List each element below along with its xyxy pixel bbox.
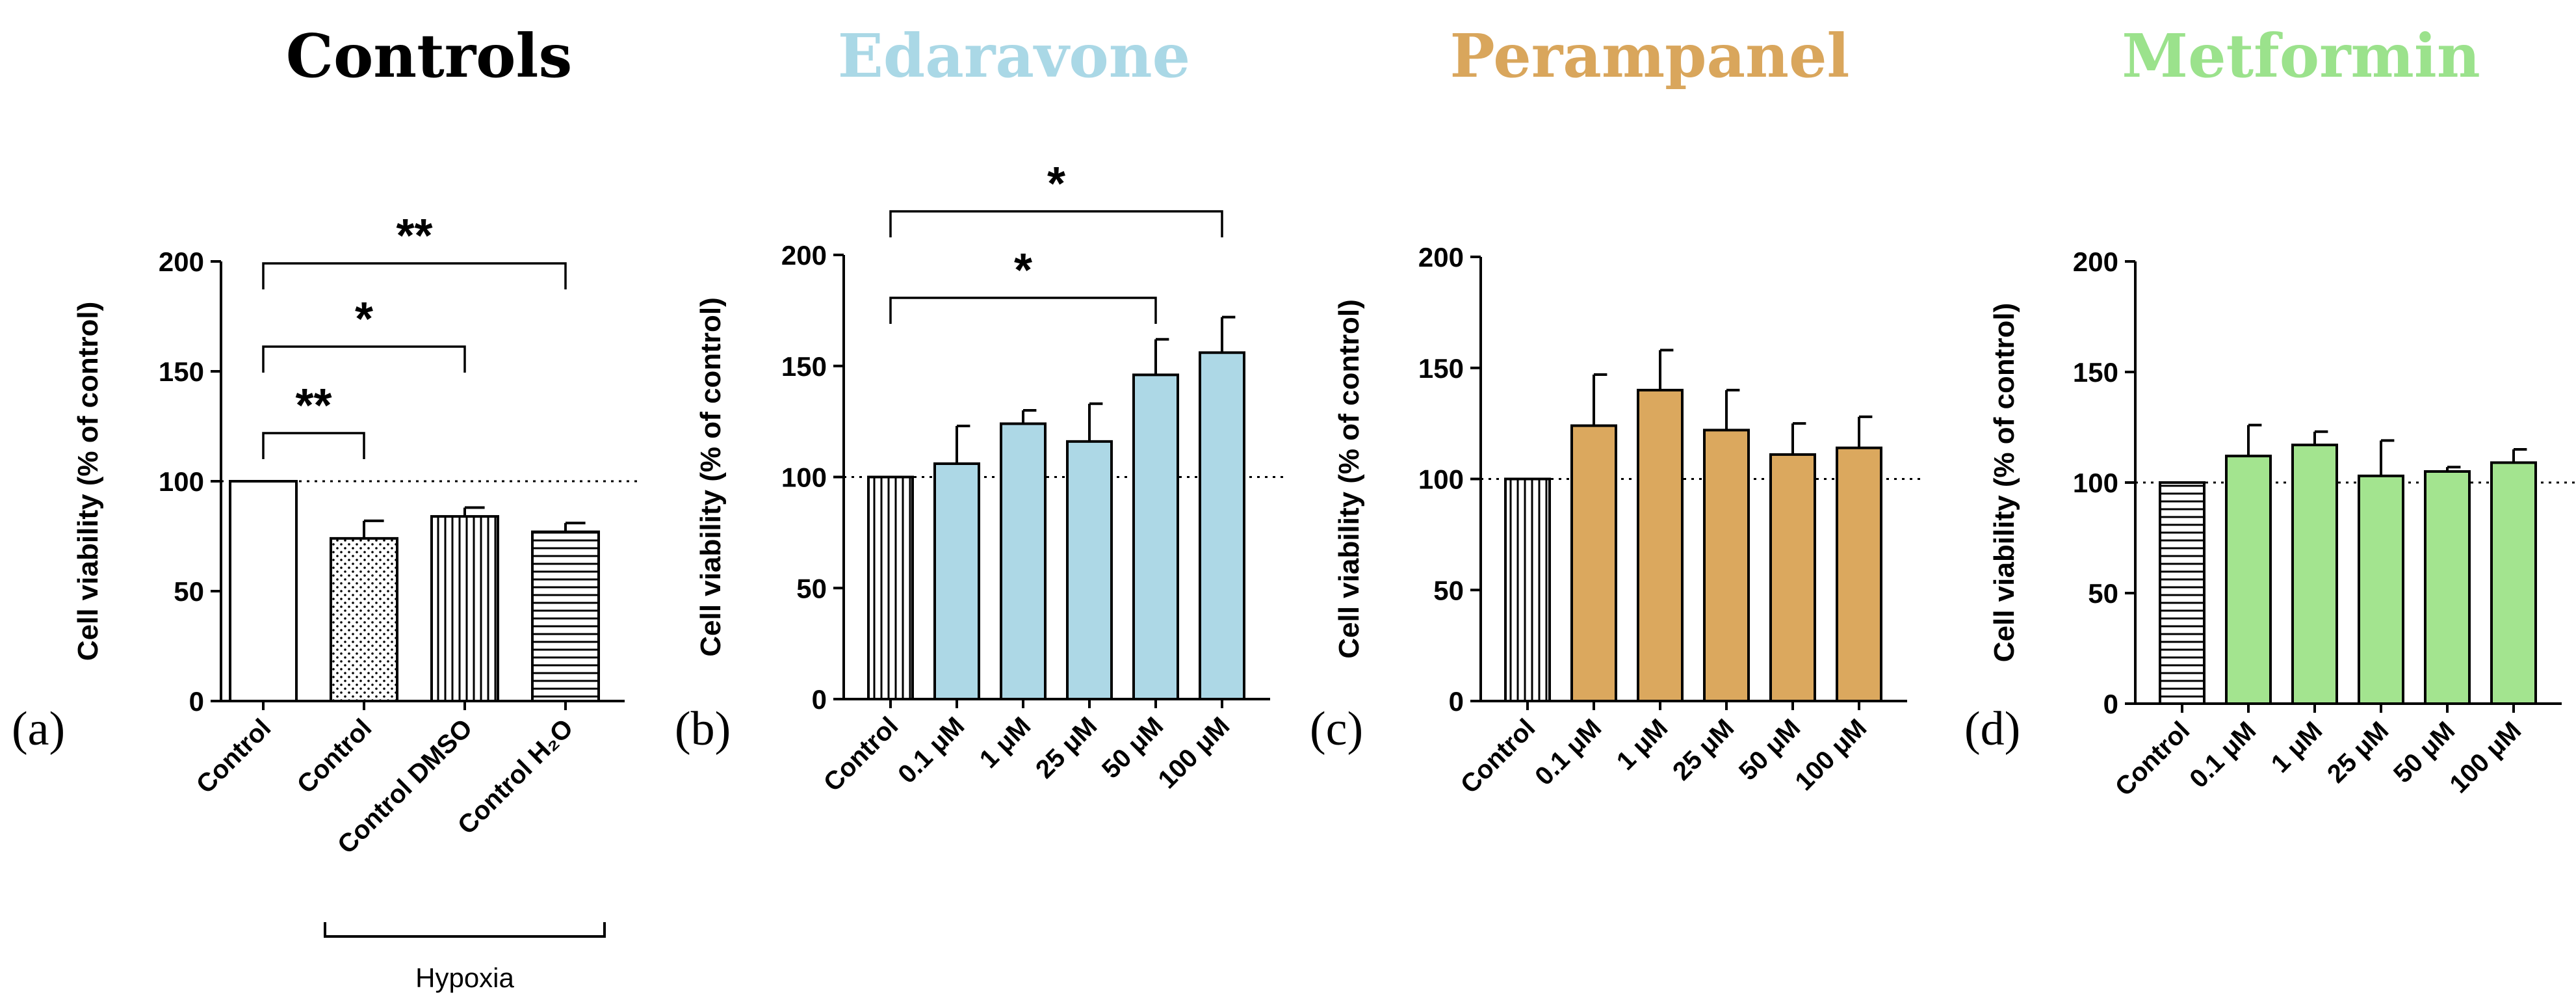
chart-panel-2: Perampanel (c) 0 50 100 150 200 Cell viability … bbox=[1310, 21, 1920, 799]
x-tick-label: 0.1 μM bbox=[1529, 713, 1607, 791]
bar bbox=[2291, 444, 2338, 705]
bar bbox=[1066, 440, 1113, 700]
x-tick-label: Control bbox=[1455, 713, 1541, 799]
x-tick-label: 1 μM bbox=[974, 711, 1037, 774]
panel-letter: (b) bbox=[675, 702, 731, 756]
x-tick-label: 100 μM bbox=[1152, 711, 1235, 794]
bar bbox=[330, 537, 398, 702]
panel-title: Perampanel bbox=[1450, 21, 1850, 91]
significance-bracket bbox=[889, 210, 1223, 237]
significance-bracket bbox=[262, 262, 567, 289]
x-tick-label: 1 μM bbox=[2266, 716, 2328, 778]
significance-label: ** bbox=[396, 210, 432, 262]
significance-bracket bbox=[889, 297, 1157, 324]
x-tick-label: Control bbox=[818, 711, 904, 797]
x-tick-label: 25 μM bbox=[2322, 716, 2394, 788]
y-axis-label: Cell viability (% of control) bbox=[695, 297, 727, 657]
panel-title: Controls bbox=[286, 21, 573, 91]
significance-bracket bbox=[262, 432, 365, 459]
y-tick-label: 200 bbox=[1418, 242, 1464, 272]
x-tick-label: 100 μM bbox=[2444, 716, 2527, 799]
significance-label: ** bbox=[295, 380, 332, 432]
significance-label: * bbox=[355, 293, 373, 345]
panel-letter: (c) bbox=[1310, 702, 1363, 756]
panel-letter: (d) bbox=[1964, 702, 2020, 756]
bar bbox=[1199, 351, 1245, 700]
bar bbox=[430, 515, 499, 703]
y-tick-label: 100 bbox=[781, 462, 827, 493]
y-tick-label: 150 bbox=[2073, 357, 2118, 388]
panel-title: Metformin bbox=[2122, 21, 2480, 91]
x-tick-label: 0.1 μM bbox=[2184, 716, 2261, 793]
x-tick-label: Control bbox=[191, 713, 277, 799]
bar bbox=[2490, 461, 2537, 706]
panel-letter: (a) bbox=[12, 702, 65, 756]
y-tick-label: 150 bbox=[781, 351, 827, 382]
y-tick-label: 50 bbox=[1433, 575, 1464, 605]
y-tick-label: 0 bbox=[812, 684, 827, 715]
bar bbox=[531, 530, 600, 702]
chart-panel-1: Edaravone (b) 0 50 100 150 200 Cell viability (… bbox=[675, 21, 1283, 797]
y-tick-label: 0 bbox=[189, 686, 204, 717]
significance-bracket bbox=[262, 345, 466, 373]
y-tick-label: 150 bbox=[159, 356, 204, 387]
x-tick-label: 25 μM bbox=[1667, 713, 1739, 786]
x-tick-label: 25 μM bbox=[1030, 711, 1102, 784]
y-tick-label: 100 bbox=[159, 466, 204, 497]
chart-panel-3: Metformin (d) 0 50 100 150 200 Cell viability (… bbox=[1964, 21, 2575, 802]
significance-label: * bbox=[1014, 245, 1032, 297]
y-tick-label: 150 bbox=[1418, 353, 1464, 384]
group-label: Hypoxia bbox=[415, 962, 514, 993]
y-tick-label: 50 bbox=[2088, 578, 2118, 609]
y-tick-label: 50 bbox=[174, 576, 204, 607]
y-tick-label: 100 bbox=[2073, 468, 2118, 498]
bar bbox=[1769, 453, 1816, 702]
bar bbox=[1570, 424, 1617, 702]
x-tick-label: 0.1 μM bbox=[892, 711, 970, 789]
bar bbox=[1703, 429, 1750, 702]
significance-label: * bbox=[1047, 158, 1065, 210]
y-axis-label: Cell viability (% of control) bbox=[1333, 299, 1365, 659]
bar bbox=[867, 475, 914, 700]
y-tick-label: 200 bbox=[2073, 246, 2118, 277]
chart-panel-0: Controls (a) 0 50 100 150 200 Cell viability (%… bbox=[12, 21, 638, 993]
y-tick-label: 0 bbox=[1449, 686, 1464, 717]
y-tick-label: 100 bbox=[1418, 464, 1464, 495]
bar bbox=[1836, 446, 1882, 702]
bar bbox=[2225, 455, 2272, 705]
y-axis-label: Cell viability (% of control) bbox=[72, 302, 104, 661]
y-tick-label: 50 bbox=[796, 573, 827, 603]
bar bbox=[2424, 470, 2471, 705]
bar bbox=[1504, 477, 1551, 702]
y-tick-label: 200 bbox=[159, 246, 204, 277]
bar bbox=[2358, 474, 2404, 705]
bar bbox=[933, 462, 980, 700]
bar bbox=[1000, 422, 1047, 700]
x-tick-label: 1 μM bbox=[1611, 713, 1674, 776]
x-tick-label: Control bbox=[292, 713, 378, 799]
panel-title: Edaravone bbox=[838, 21, 1190, 91]
x-tick-label: 100 μM bbox=[1789, 713, 1872, 796]
y-axis-label: Cell viability (% of control) bbox=[1988, 303, 2020, 663]
bar bbox=[229, 480, 298, 702]
y-tick-label: 0 bbox=[2103, 689, 2118, 719]
bar bbox=[1637, 388, 1684, 703]
y-tick-label: 200 bbox=[781, 240, 827, 271]
bar bbox=[2159, 481, 2205, 705]
x-tick-label: Control bbox=[2110, 716, 2196, 802]
group-bracket bbox=[324, 922, 606, 938]
bar bbox=[1132, 373, 1179, 700]
